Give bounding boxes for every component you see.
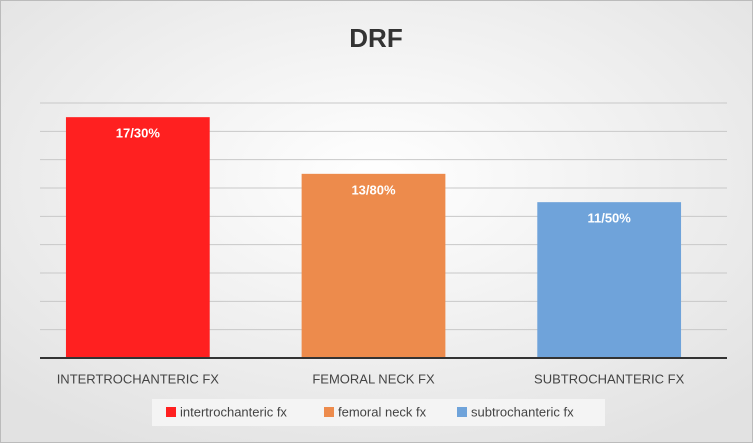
legend-box: [152, 399, 605, 426]
data-label: 13/80%: [351, 182, 396, 197]
x-tick-label: INTERTROCHANTERIC FX: [57, 371, 220, 386]
legend-swatch: [166, 407, 176, 417]
data-label: 17/30%: [116, 126, 161, 141]
x-tick-label: SUBTROCHANTERIC FX: [534, 371, 685, 386]
legend-swatch: [324, 407, 334, 417]
x-tick-label: FEMORAL NECK FX: [312, 371, 435, 386]
chart-title: DRF: [349, 23, 402, 53]
bar: [537, 202, 682, 358]
legend-swatch: [457, 407, 467, 417]
legend-label: femoral neck fx: [338, 404, 427, 419]
legend-label: intertrochanteric fx: [180, 404, 287, 419]
legend-label: subtrochanteric fx: [471, 404, 574, 419]
data-label: 11/50%: [587, 211, 631, 226]
bar: [301, 173, 446, 358]
bar: [65, 117, 210, 359]
